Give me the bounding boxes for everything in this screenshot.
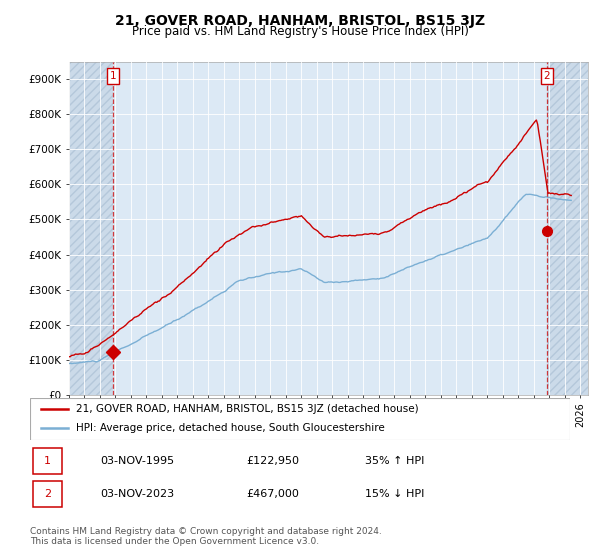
Text: 21, GOVER ROAD, HANHAM, BRISTOL, BS15 3JZ (detached house): 21, GOVER ROAD, HANHAM, BRISTOL, BS15 3J… [76, 404, 419, 414]
Text: £467,000: £467,000 [246, 489, 299, 499]
Text: Price paid vs. HM Land Registry's House Price Index (HPI): Price paid vs. HM Land Registry's House … [131, 25, 469, 38]
Text: 15% ↓ HPI: 15% ↓ HPI [365, 489, 424, 499]
Text: HPI: Average price, detached house, South Gloucestershire: HPI: Average price, detached house, Sout… [76, 423, 385, 433]
Text: 2: 2 [44, 489, 51, 499]
Text: 35% ↑ HPI: 35% ↑ HPI [365, 456, 424, 466]
FancyBboxPatch shape [33, 449, 62, 474]
Bar [69, 62, 113, 395]
Text: 2: 2 [544, 71, 550, 81]
FancyBboxPatch shape [30, 398, 570, 440]
Text: Contains HM Land Registry data © Crown copyright and database right 2024.
This d: Contains HM Land Registry data © Crown c… [30, 526, 382, 546]
Text: £122,950: £122,950 [246, 456, 299, 466]
Text: 03-NOV-2023: 03-NOV-2023 [100, 489, 175, 499]
FancyBboxPatch shape [33, 481, 62, 507]
Text: 03-NOV-1995: 03-NOV-1995 [100, 456, 175, 466]
Text: 1: 1 [44, 456, 51, 466]
Bar [547, 62, 588, 395]
Text: 21, GOVER ROAD, HANHAM, BRISTOL, BS15 3JZ: 21, GOVER ROAD, HANHAM, BRISTOL, BS15 3J… [115, 14, 485, 28]
Text: 1: 1 [110, 71, 116, 81]
